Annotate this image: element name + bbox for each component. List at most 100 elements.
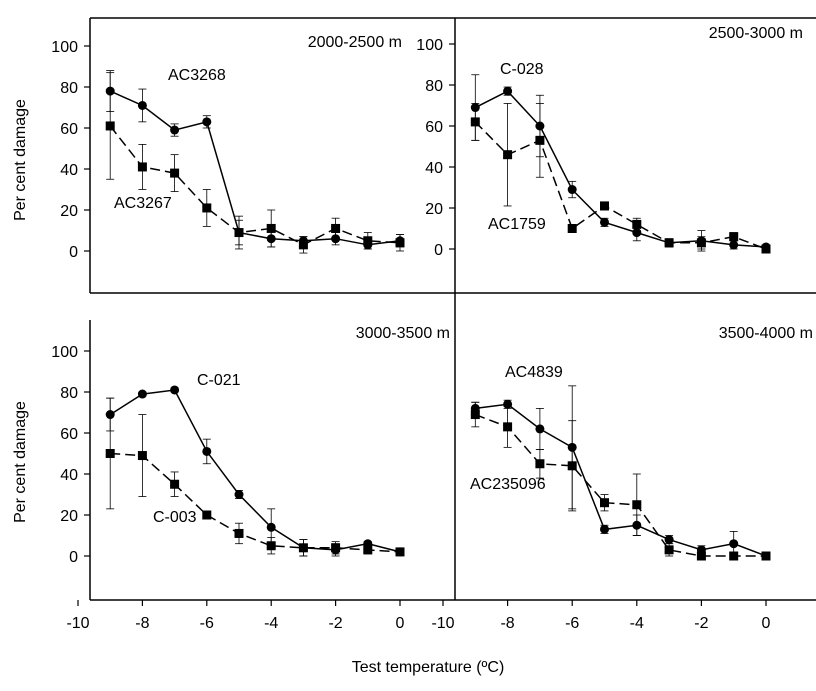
y-tick-label: 0 [434,242,443,259]
y-tick-label: 40 [60,467,78,484]
x-tick-label: -4 [630,615,644,632]
series-label: AC3268 [168,67,226,84]
data-point-square [202,203,212,213]
data-point-square [363,236,373,246]
data-point-square [567,224,577,233]
data-point-circle [202,446,212,456]
y-tick-label: 60 [60,121,78,138]
panel-top-right: 0 20 40 60 80 100 2500-3000 m C-028 AC1759 [416,25,803,259]
data-point-square [137,451,147,461]
y-tick-label: 100 [51,39,78,56]
data-point-circle [729,240,739,250]
x-tick-label: 0 [762,615,771,632]
x-tick-label: -8 [500,615,514,632]
data-point-square [696,551,706,561]
y-tick-label: 0 [69,549,78,566]
data-point-circle [170,385,180,395]
data-point-circle [664,535,674,545]
x-tick-label: -8 [135,615,149,632]
x-tick-label: 0 [396,615,405,632]
data-point-square [600,201,609,211]
y-axis-label-bottom: Per cent damage [12,401,29,523]
series-label: AC235096 [470,476,546,493]
data-point-square [503,422,513,432]
data-point-square [470,117,480,127]
y-tick-label: 60 [60,426,78,443]
series-line-AC235096 [475,413,766,557]
y-tick-label: 100 [416,37,443,54]
data-point-circle [535,424,545,434]
panel-top-left: 0 20 40 60 80 100 2000-2500 m AC3268 AC3267 [51,34,405,261]
series-label: C-028 [500,61,544,78]
data-point-circle [600,524,609,534]
data-point-square [170,168,180,178]
y-tick-label: 80 [425,78,443,95]
series-line-AC3267 [109,125,401,246]
data-point-square [170,479,180,489]
panel-bottom-right: -10 -8 -6 -4 -2 0 3500-4000 m AC4839 AC235096 [431,325,813,632]
data-point-square [363,545,373,555]
data-point-square [729,232,739,242]
data-point-circle [202,117,212,127]
series-label: AC3267 [114,195,172,212]
panel-bottom-left: 0 20 40 60 80 100 -10 -8 -6 -4 -2 0 3000-3500 m C-021… [51,325,450,632]
series-label: C-021 [197,372,241,389]
data-point-circle [729,539,739,549]
series-line-C-028 [474,90,767,248]
series-label: AC4839 [505,364,563,381]
series-label: AC1759 [488,216,546,233]
data-point-square [567,461,577,471]
series-line-AC1759 [474,121,767,250]
data-point-square [535,459,545,469]
x-tick-label: -4 [264,615,278,632]
data-point-square [298,240,308,250]
elevation-label: 3000-3500 m [356,325,450,342]
data-point-square [234,228,244,238]
y-tick-label: 20 [425,201,443,218]
y-tick-label: 80 [60,80,78,97]
data-point-square [664,545,674,555]
series-line-AC3268 [109,90,401,246]
y-tick-label: 80 [60,385,78,402]
x-tick-label: -6 [565,615,579,632]
data-point-square [105,121,115,131]
data-point-square [137,162,147,172]
panels-group: 0 20 40 60 80 100 2000-2500 m AC3268 AC3267 0 20 40… [51,17,816,632]
data-point-square [632,500,642,510]
data-point-square [298,543,308,553]
y-tick-label: 60 [425,119,443,136]
data-point-square [331,543,341,553]
y-tick-label: 40 [60,162,78,179]
data-point-square [266,541,276,551]
data-point-square [395,238,405,248]
x-tick-label: -2 [328,615,342,632]
data-point-circle [600,217,609,227]
series-line-AC4839 [475,403,767,557]
data-point-square [503,150,513,160]
x-tick-label: -2 [694,615,708,632]
data-point-circle [266,522,276,532]
data-point-square [761,551,771,561]
data-point-square [761,244,771,254]
data-point-square [600,498,609,508]
y-tick-label: 20 [60,203,78,220]
data-point-square [729,551,739,561]
y-tick-label: 100 [51,344,78,361]
data-point-square [632,219,642,229]
data-point-circle [170,125,180,135]
data-point-square [202,510,212,520]
elevation-label: 2500-3000 m [709,25,803,42]
data-point-square [664,238,674,248]
data-point-square [696,238,706,248]
data-point-square [395,547,405,557]
data-point-circle [567,185,577,195]
y-tick-label: 40 [425,160,443,177]
series-label: C-003 [153,509,197,526]
data-point-square [470,410,480,420]
data-point-square [234,528,244,538]
x-tick-label: -10 [66,615,89,632]
data-point-circle [234,490,244,499]
data-point-square [331,223,341,233]
